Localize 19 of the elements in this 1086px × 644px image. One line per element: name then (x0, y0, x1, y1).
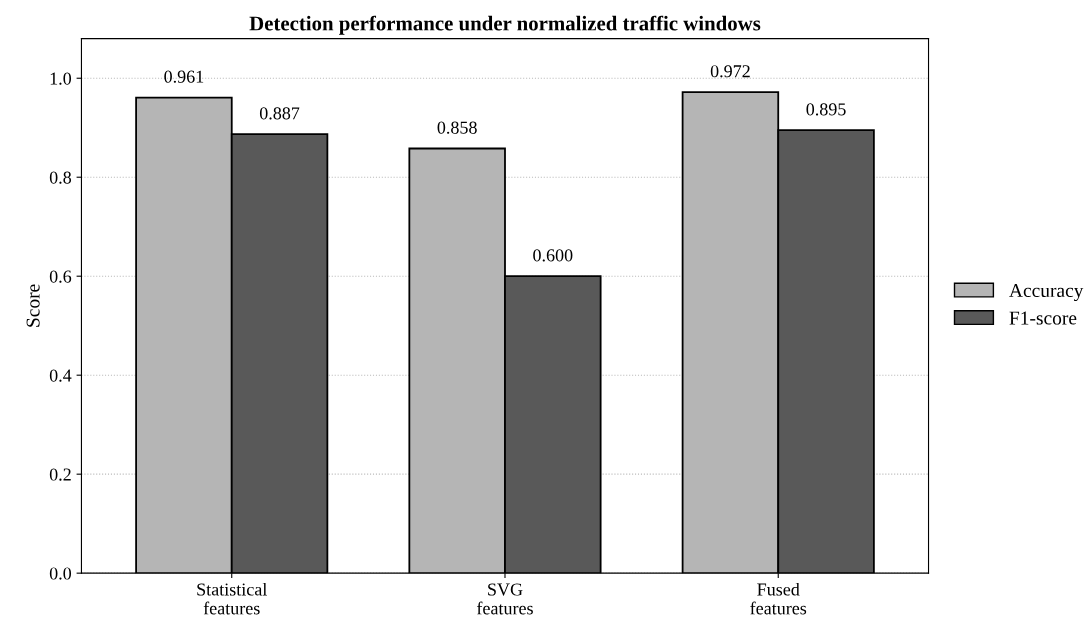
data-label: 0.961 (164, 70, 204, 83)
x-tick-label: Statistical features (197, 582, 267, 615)
legend-label: F1-score (1009, 311, 1077, 325)
text: 0.0 (49, 567, 72, 580)
x-tick-label: SVG features (476, 583, 533, 615)
text: 0.2 (49, 468, 71, 481)
y-axis-title: Score (26, 284, 40, 327)
x-tick-label: Fused features (750, 582, 807, 615)
text: 0.6 (49, 270, 72, 283)
chart-title: Detection performance under normalized traffic windows (249, 15, 761, 35)
text: 1.0 (50, 72, 72, 85)
data-label: 0.887 (259, 107, 300, 120)
data-label: 0.895 (806, 103, 846, 116)
legend-label: Accuracy (1009, 284, 1084, 302)
data-label: 0.600 (533, 249, 573, 262)
text: 0.4 (49, 369, 72, 382)
data-label: 0.858 (437, 121, 477, 134)
text: 0.8 (49, 171, 72, 184)
data-label: 0.972 (710, 65, 750, 78)
